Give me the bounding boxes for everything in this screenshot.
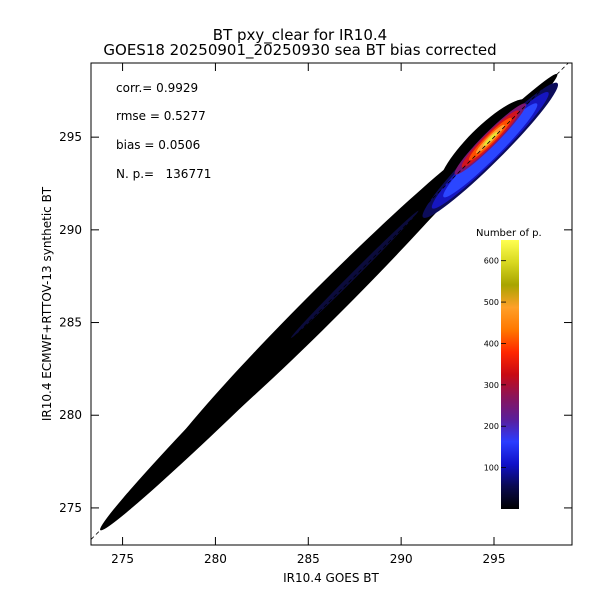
colorbar: Number of p. 100 200 300 400 500 600 xyxy=(476,228,542,509)
y-tick-label: 280 xyxy=(59,408,82,422)
colorbar-title: Number of p. xyxy=(476,228,542,239)
x-tick-label: 285 xyxy=(297,552,320,566)
density-level-low xyxy=(290,210,419,338)
density-level-3 xyxy=(443,103,538,198)
colorbar-tick-label: 600 xyxy=(484,257,499,266)
density-level-8 xyxy=(483,131,498,147)
colorbar-tick-label: 300 xyxy=(484,381,499,390)
y-tick-label: 295 xyxy=(59,130,82,144)
stat-number-of-points: N. p.= 136771 xyxy=(116,167,212,181)
y-axis-label: IR10.4 ECMWF+RTTOV-13 synthetic BT xyxy=(40,186,54,421)
x-tick-label: 275 xyxy=(111,552,134,566)
y-tick-label: 275 xyxy=(59,501,82,515)
y-tick-label: 290 xyxy=(59,223,82,237)
y-axis-ticks: 275 280 285 290 295 xyxy=(59,130,572,515)
diagonal-reference-line xyxy=(90,62,569,540)
stat-rmse: rmse = 0.5277 xyxy=(116,109,206,123)
chart-subtitle: GOES18 20250901_20250930 sea BT bias cor… xyxy=(103,41,497,59)
stat-bias: bias = 0.0506 xyxy=(116,138,201,152)
x-axis-label: IR10.4 GOES BT xyxy=(283,571,379,585)
x-tick-label: 295 xyxy=(483,552,506,566)
x-axis-ticks: 275 280 285 290 295 xyxy=(111,63,505,566)
colorbar-tick-label: 400 xyxy=(484,339,499,348)
x-tick-label: 280 xyxy=(204,552,227,566)
colorbar-tick-label: 200 xyxy=(484,422,499,431)
colorbar-tick-label: 500 xyxy=(484,298,499,307)
density-band xyxy=(100,73,559,531)
x-tick-label: 290 xyxy=(390,552,413,566)
plot-frame xyxy=(90,62,573,546)
stat-correlation: corr.= 0.9929 xyxy=(116,81,199,95)
colorbar-gradient xyxy=(501,240,519,509)
y-tick-label: 285 xyxy=(59,316,82,330)
colorbar-ticks: 100 200 300 400 500 600 xyxy=(484,257,506,473)
colorbar-tick-label: 100 xyxy=(484,464,499,473)
chart-title: BT pxy_clear for IR10.4 xyxy=(212,26,388,44)
